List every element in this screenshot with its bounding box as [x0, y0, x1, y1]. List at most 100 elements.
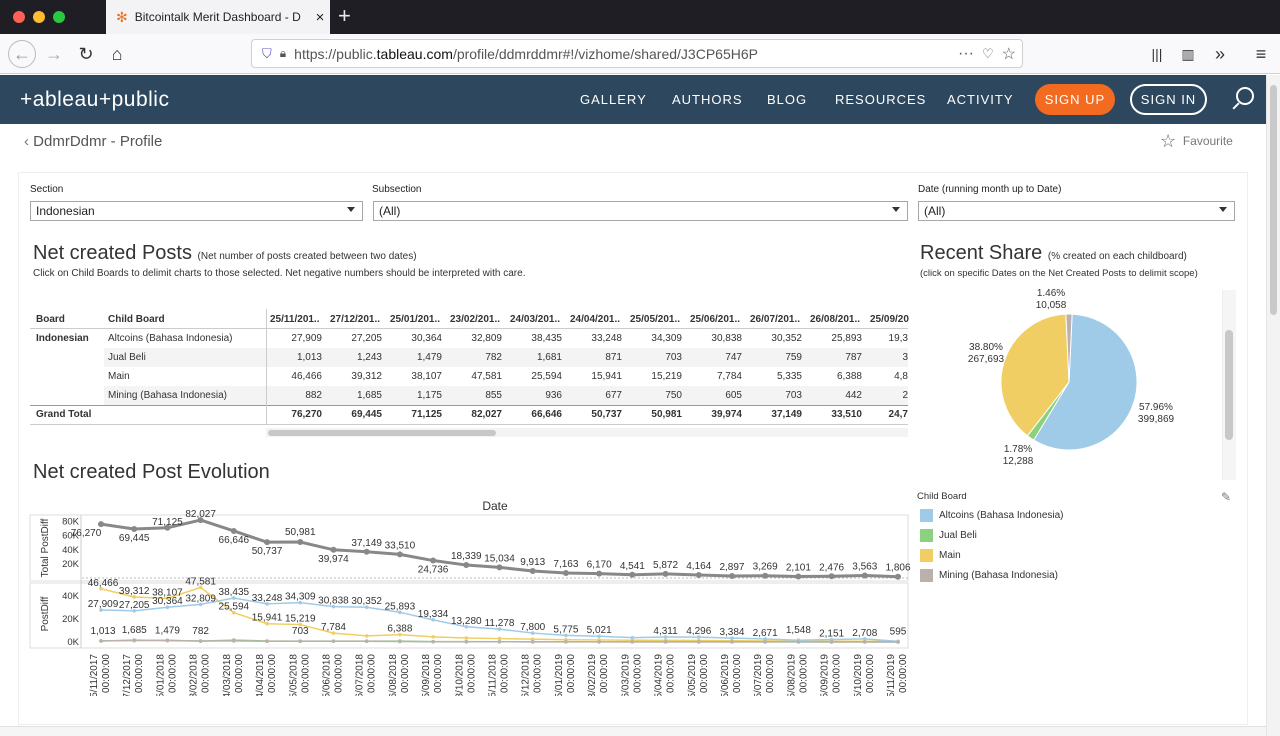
series-point[interactable]	[564, 640, 568, 644]
header-date[interactable]: 25/11/201..	[270, 314, 320, 325]
series-point[interactable]	[132, 638, 137, 642]
series-point[interactable]	[464, 639, 469, 644]
favourite-button[interactable]: ☆ Favourite	[1160, 131, 1233, 151]
total-point[interactable]	[562, 569, 569, 576]
table-value-cell[interactable]: 782	[485, 352, 502, 363]
sign-up-button[interactable]: SIGN UP	[1035, 84, 1115, 115]
sidebar-icon[interactable]: ▥	[1181, 45, 1195, 62]
series-point[interactable]	[165, 605, 170, 610]
page-scrollbar[interactable]	[1266, 75, 1280, 736]
series-point[interactable]	[763, 637, 767, 641]
back-arrow-icon[interactable]: ←	[8, 40, 36, 68]
series-point[interactable]	[696, 640, 701, 644]
table-value-cell[interactable]: 703	[665, 352, 682, 363]
series-point[interactable]	[331, 631, 336, 635]
table-value-cell[interactable]: 605	[725, 390, 742, 401]
total-point[interactable]	[164, 524, 171, 531]
home-icon[interactable]: ⌂	[111, 43, 123, 64]
series-point[interactable]	[198, 585, 203, 590]
table-value-cell[interactable]: 855	[485, 390, 502, 401]
table-value-cell[interactable]: 6,388	[836, 371, 862, 382]
series-point[interactable]	[530, 631, 535, 635]
series-point[interactable]	[497, 636, 502, 641]
url-text[interactable]: https://public.tableau.com/profile/ddmrd…	[294, 45, 758, 62]
legend-item-altcoins[interactable]: Altcoins (Bahasa Indonesia)	[920, 509, 1064, 522]
series-point[interactable]	[364, 639, 369, 643]
url-bar[interactable]: ⛉ 🔒︎ https://public.tableau.com/profile/…	[251, 39, 1023, 68]
total-point[interactable]	[98, 521, 104, 528]
series-point[interactable]	[896, 640, 900, 644]
series-point[interactable]	[364, 605, 369, 610]
grand-total-cell[interactable]: 24,7	[888, 409, 908, 420]
series-point[interactable]	[796, 640, 801, 644]
table-value-cell[interactable]: 4,8	[894, 371, 908, 382]
table-value-cell[interactable]: 5,335	[776, 371, 802, 382]
grand-total-cell[interactable]: 71,125	[411, 409, 442, 420]
board-cell[interactable]: Indonesian	[36, 333, 89, 344]
table-value-cell[interactable]: 2	[902, 390, 908, 401]
browser-tab[interactable]: ✻ Bitcointalk Merit Dashboard - D ×	[106, 0, 330, 34]
pocket-icon[interactable]: ♡	[982, 45, 994, 61]
series-point[interactable]	[265, 639, 269, 644]
grand-total-cell[interactable]: 76,270	[291, 409, 322, 420]
table-value-cell[interactable]: 46,466	[291, 371, 322, 382]
sign-in-button[interactable]: SIGN IN	[1130, 84, 1207, 115]
total-point[interactable]	[861, 572, 868, 579]
series-point[interactable]	[99, 586, 103, 591]
table-value-cell[interactable]: 750	[665, 390, 682, 401]
total-point[interactable]	[330, 546, 337, 553]
total-point[interactable]	[396, 551, 403, 558]
table-value-cell[interactable]: 442	[845, 390, 862, 401]
series-point[interactable]	[530, 637, 535, 641]
pie-slice[interactable]	[1065, 313, 1073, 383]
total-point[interactable]	[264, 539, 271, 546]
header-date[interactable]: 27/12/201..	[330, 314, 381, 325]
subsection-filter-select[interactable]: (All)	[373, 201, 908, 221]
series-point[interactable]	[99, 639, 103, 643]
table-value-cell[interactable]: 34,309	[651, 333, 682, 344]
table-value-cell[interactable]: 27,205	[351, 333, 382, 344]
series-point[interactable]	[232, 610, 236, 615]
table-hscrollbar-thumb[interactable]	[268, 430, 496, 436]
series-point[interactable]	[497, 639, 502, 644]
page-actions-icon[interactable]: ···	[958, 44, 974, 62]
total-point[interactable]	[662, 570, 669, 577]
series-point[interactable]	[232, 639, 236, 643]
series-point[interactable]	[530, 640, 535, 644]
table-value-cell[interactable]: 33,248	[591, 333, 622, 344]
header-date[interactable]: 24/04/201..	[570, 314, 621, 325]
table-value-cell[interactable]: 15,941	[591, 371, 622, 382]
series-point[interactable]	[464, 636, 469, 640]
total-point[interactable]	[728, 572, 735, 579]
series-point[interactable]	[165, 638, 170, 643]
table-value-cell[interactable]: 30,352	[771, 333, 802, 344]
series-point[interactable]	[265, 602, 269, 606]
total-point[interactable]	[762, 572, 769, 579]
series-point[interactable]	[198, 639, 203, 643]
total-point[interactable]	[496, 564, 503, 571]
series-point[interactable]	[364, 634, 369, 638]
lock-icon[interactable]: 🔒︎	[279, 46, 287, 60]
grand-total-cell[interactable]: 66,646	[531, 409, 562, 420]
grand-total-cell[interactable]: 33,510	[831, 409, 862, 420]
date-filter-select[interactable]: (All)	[918, 201, 1235, 221]
table-value-cell[interactable]: 759	[785, 352, 802, 363]
header-date[interactable]: 23/02/201..	[450, 314, 501, 325]
table-value-cell[interactable]: 25,594	[531, 371, 562, 382]
header-date[interactable]: 26/08/201..	[810, 314, 861, 325]
series-point[interactable]	[165, 596, 170, 601]
table-value-cell[interactable]: 1,243	[356, 352, 382, 363]
table-value-cell[interactable]: 19,3	[888, 333, 908, 344]
total-point[interactable]	[430, 557, 437, 564]
table-value-cell[interactable]: 882	[305, 390, 322, 401]
table-value-cell[interactable]: 1,013	[296, 352, 322, 363]
series-point[interactable]	[431, 618, 435, 622]
series-point[interactable]	[630, 635, 635, 640]
search-icon[interactable]	[1236, 87, 1254, 105]
table-value-cell[interactable]: 7,784	[716, 371, 742, 382]
grand-total-cell[interactable]: 50,981	[651, 409, 682, 420]
child-board-cell[interactable]: Mining (Bahasa Indonesia)	[108, 390, 227, 401]
table-hscrollbar[interactable]	[266, 428, 908, 437]
legend-item-jual-beli[interactable]: Jual Beli	[920, 529, 977, 542]
total-point[interactable]	[529, 568, 536, 575]
